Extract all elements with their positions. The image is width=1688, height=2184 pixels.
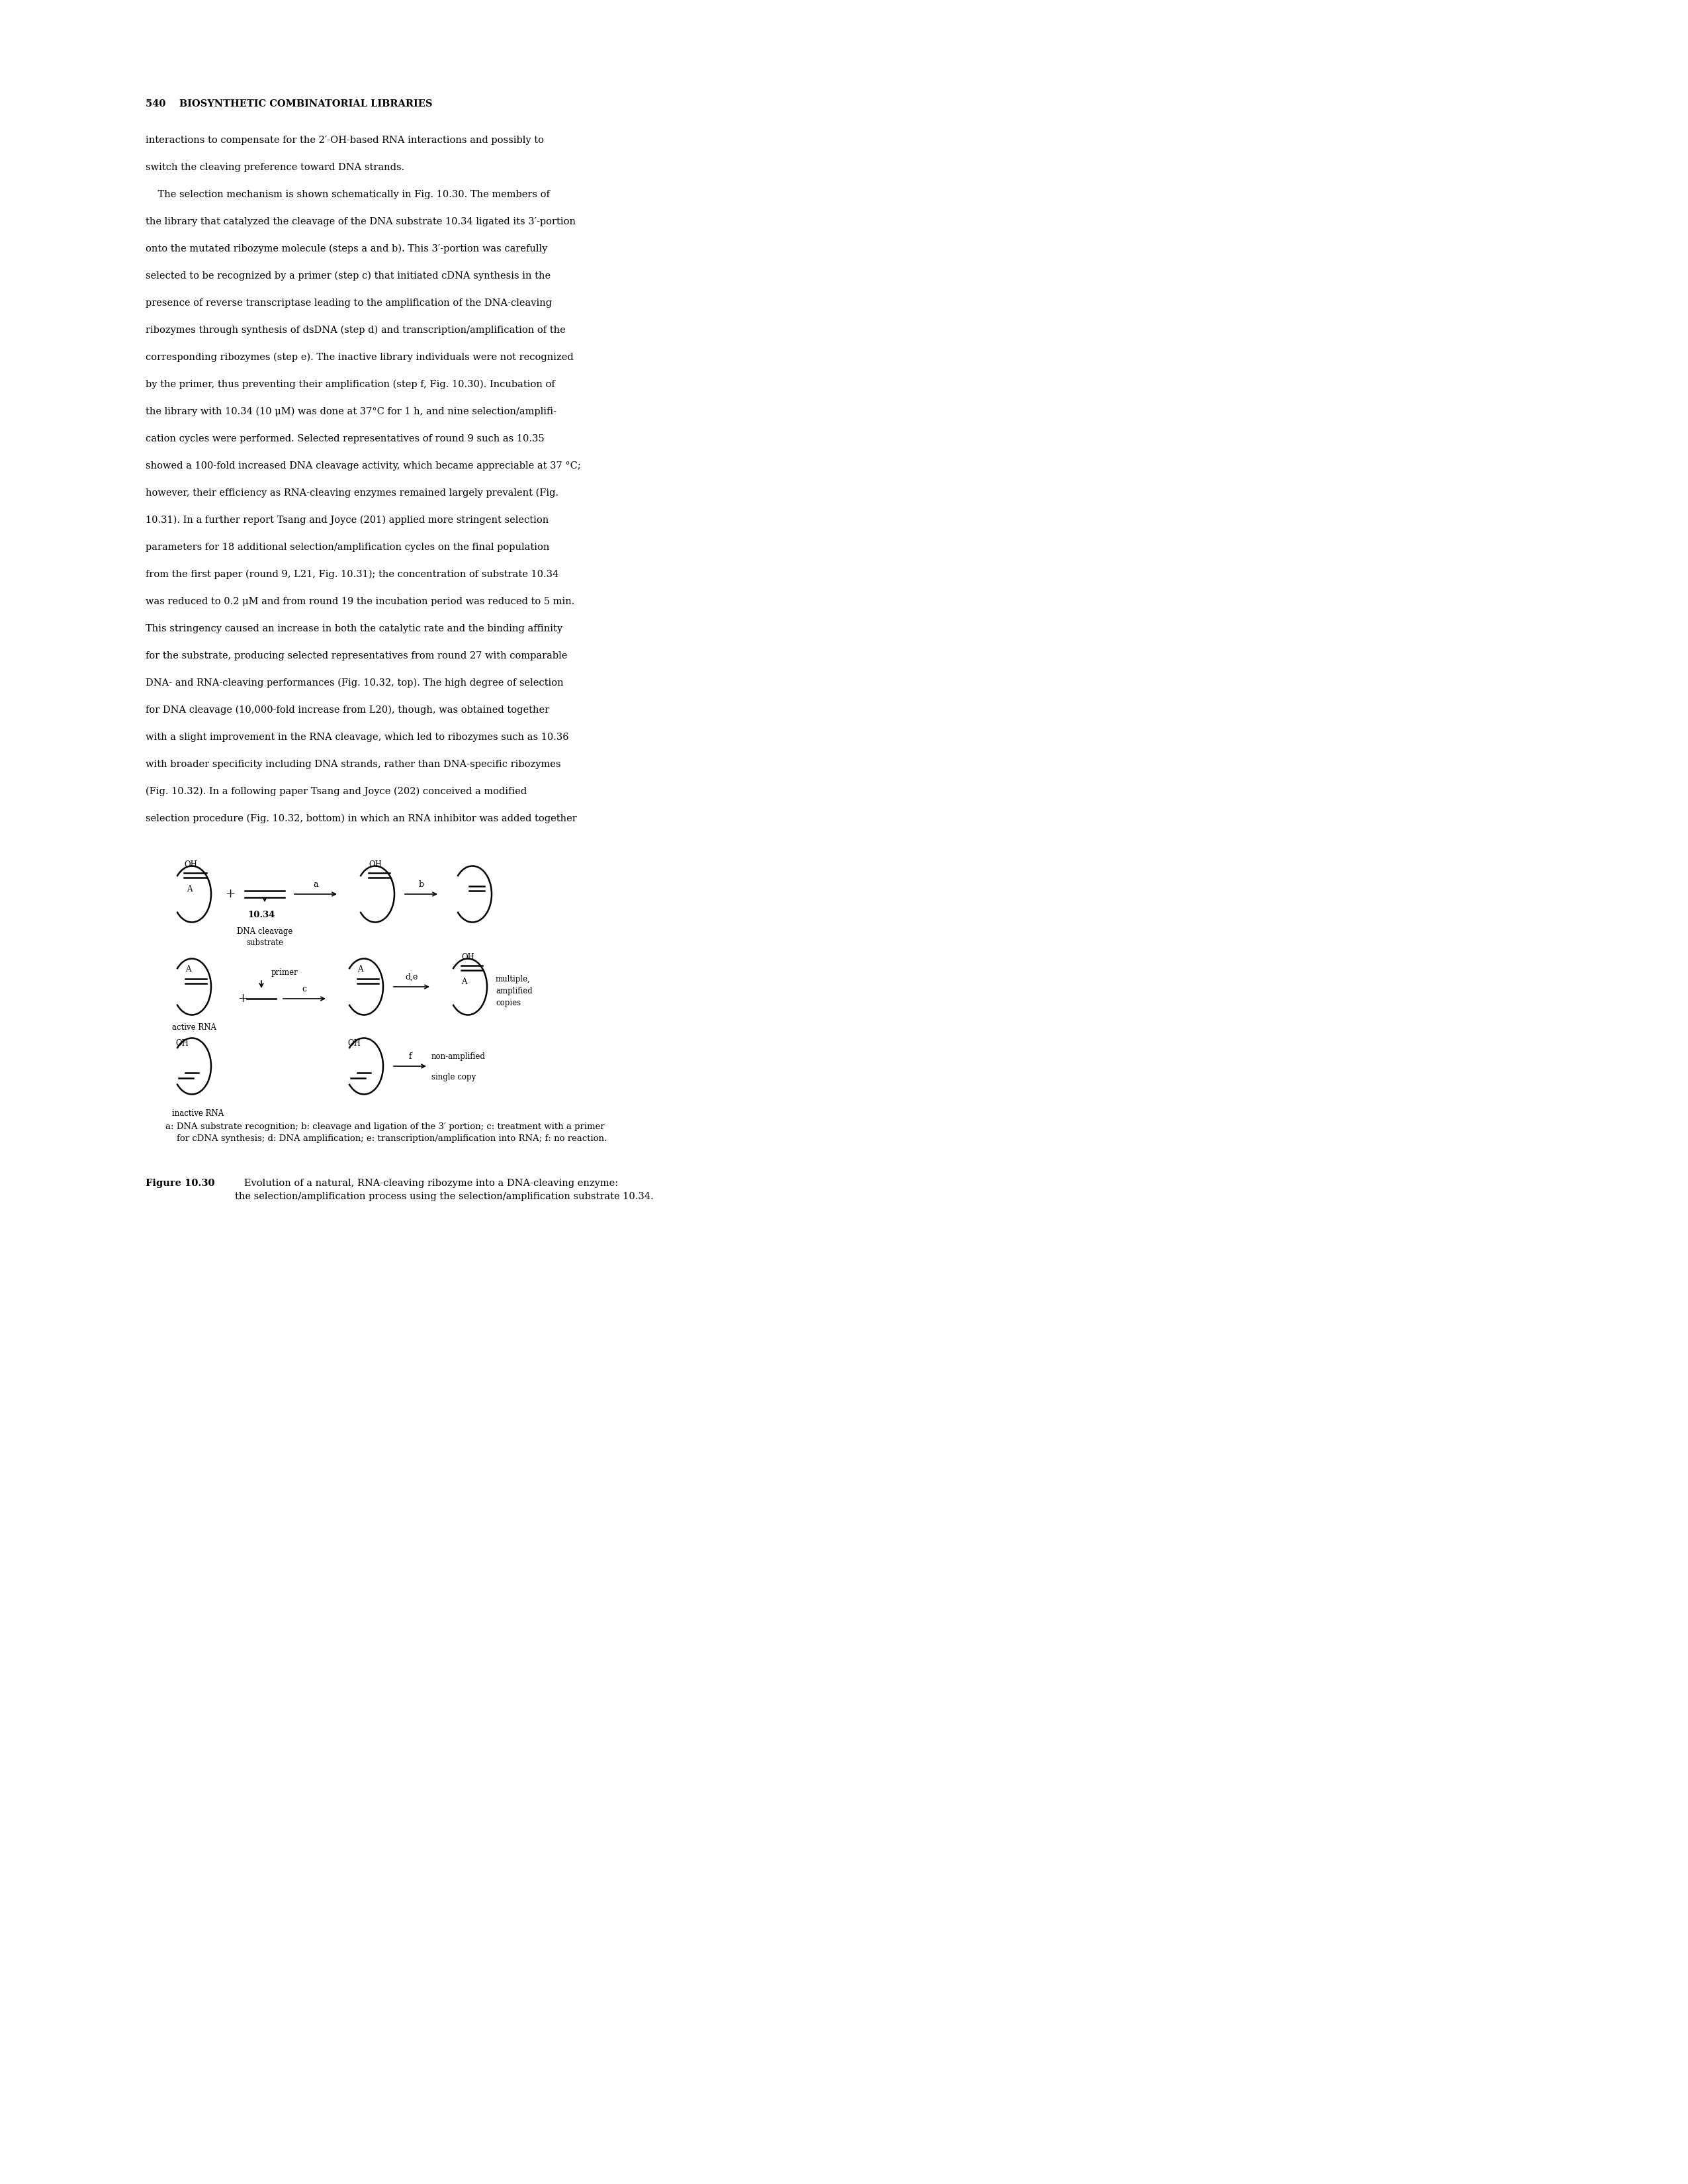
Text: however, their efficiency as RNA-cleaving enzymes remained largely prevalent (Fi: however, their efficiency as RNA-cleavin… [145, 489, 559, 498]
Text: a: DNA substrate recognition; b: cleavage and ligation of the 3′ portion; c: tre: a: DNA substrate recognition; b: cleavag… [165, 1123, 608, 1142]
Text: switch the cleaving preference toward DNA strands.: switch the cleaving preference toward DN… [145, 164, 405, 173]
Text: f: f [408, 1053, 412, 1061]
Text: DNA- and RNA-cleaving performances (Fig. 10.32, top). The high degree of selecti: DNA- and RNA-cleaving performances (Fig.… [145, 679, 564, 688]
Text: The selection mechanism is shown schematically in Fig. 10.30. The members of: The selection mechanism is shown schemat… [145, 190, 550, 199]
Text: single copy: single copy [432, 1072, 476, 1081]
Text: OH: OH [348, 1040, 361, 1048]
Text: 10.31). In a further report Tsang and Joyce (201) applied more stringent selecti: 10.31). In a further report Tsang and Jo… [145, 515, 549, 524]
Text: inactive RNA: inactive RNA [172, 1109, 225, 1118]
Text: a: a [314, 880, 317, 889]
Text: showed a 100-fold increased DNA cleavage activity, which became appreciable at 3: showed a 100-fold increased DNA cleavage… [145, 461, 581, 470]
Text: the library with 10.34 (10 μM) was done at 37°C for 1 h, and nine selection/ampl: the library with 10.34 (10 μM) was done … [145, 406, 557, 417]
Text: with a slight improvement in the RNA cleavage, which led to ribozymes such as 10: with a slight improvement in the RNA cle… [145, 732, 569, 743]
Text: by the primer, thus preventing their amplification (step f, Fig. 10.30). Incubat: by the primer, thus preventing their amp… [145, 380, 555, 389]
Text: selection procedure (Fig. 10.32, bottom) in which an RNA inhibitor was added tog: selection procedure (Fig. 10.32, bottom)… [145, 815, 577, 823]
Text: was reduced to 0.2 μM and from round 19 the incubation period was reduced to 5 m: was reduced to 0.2 μM and from round 19 … [145, 596, 574, 607]
Text: This stringency caused an increase in both the catalytic rate and the binding af: This stringency caused an increase in bo… [145, 625, 562, 633]
Text: OH: OH [184, 860, 197, 869]
Text: OH: OH [176, 1040, 189, 1048]
Text: cation cycles were performed. Selected representatives of round 9 such as 10.35: cation cycles were performed. Selected r… [145, 435, 544, 443]
Text: Figure 10.30: Figure 10.30 [145, 1179, 214, 1188]
Text: A: A [358, 965, 363, 974]
Text: +: + [238, 994, 248, 1005]
Text: d,e: d,e [405, 972, 419, 981]
Text: active RNA: active RNA [172, 1022, 216, 1031]
Text: (Fig. 10.32). In a following paper Tsang and Joyce (202) conceived a modified: (Fig. 10.32). In a following paper Tsang… [145, 786, 527, 797]
Text: DNA cleavage: DNA cleavage [236, 928, 292, 935]
Text: A: A [187, 885, 192, 893]
Text: substrate: substrate [246, 939, 284, 948]
Text: for DNA cleavage (10,000-fold increase from L20), though, was obtained together: for DNA cleavage (10,000-fold increase f… [145, 705, 549, 714]
Text: b: b [419, 880, 424, 889]
Text: for the substrate, producing selected representatives from round 27 with compara: for the substrate, producing selected re… [145, 651, 567, 660]
Text: the library that catalyzed the cleavage of the DNA substrate 10.34 ligated its 3: the library that catalyzed the cleavage … [145, 216, 576, 227]
Text: copies: copies [496, 998, 522, 1007]
Text: interactions to compensate for the 2′-OH-based RNA interactions and possibly to: interactions to compensate for the 2′-OH… [145, 135, 544, 144]
Text: OH: OH [461, 952, 474, 961]
Text: multiple,: multiple, [496, 974, 530, 983]
Text: from the first paper (round 9, L21, Fig. 10.31); the concentration of substrate : from the first paper (round 9, L21, Fig.… [145, 570, 559, 579]
Text: Evolution of a natural, RNA-cleaving ribozyme into a DNA-cleaving enzyme:
the se: Evolution of a natural, RNA-cleaving rib… [235, 1179, 653, 1201]
Text: c: c [302, 985, 307, 994]
Text: selected to be recognized by a primer (step c) that initiated cDNA synthesis in : selected to be recognized by a primer (s… [145, 271, 550, 282]
Text: with broader specificity including DNA strands, rather than DNA-specific ribozym: with broader specificity including DNA s… [145, 760, 560, 769]
Text: 10.34: 10.34 [248, 911, 275, 919]
Text: corresponding ribozymes (step e). The inactive library individuals were not reco: corresponding ribozymes (step e). The in… [145, 354, 574, 363]
Text: non-amplified: non-amplified [432, 1053, 486, 1061]
Text: parameters for 18 additional selection/amplification cycles on the final populat: parameters for 18 additional selection/a… [145, 542, 550, 553]
Text: 540    BIOSYNTHETIC COMBINATORIAL LIBRARIES: 540 BIOSYNTHETIC COMBINATORIAL LIBRARIES [145, 98, 432, 109]
Text: primer: primer [272, 968, 299, 976]
Text: ribozymes through synthesis of dsDNA (step d) and transcription/amplification of: ribozymes through synthesis of dsDNA (st… [145, 325, 565, 334]
Text: A: A [461, 976, 468, 985]
Text: presence of reverse transcriptase leading to the amplification of the DNA-cleavi: presence of reverse transcriptase leadin… [145, 299, 552, 308]
Text: A: A [186, 965, 191, 974]
Text: onto the mutated ribozyme molecule (steps a and b). This 3′-portion was carefull: onto the mutated ribozyme molecule (step… [145, 245, 547, 253]
Text: amplified: amplified [496, 987, 532, 996]
Text: OH: OH [368, 860, 381, 869]
Text: +: + [225, 889, 235, 900]
